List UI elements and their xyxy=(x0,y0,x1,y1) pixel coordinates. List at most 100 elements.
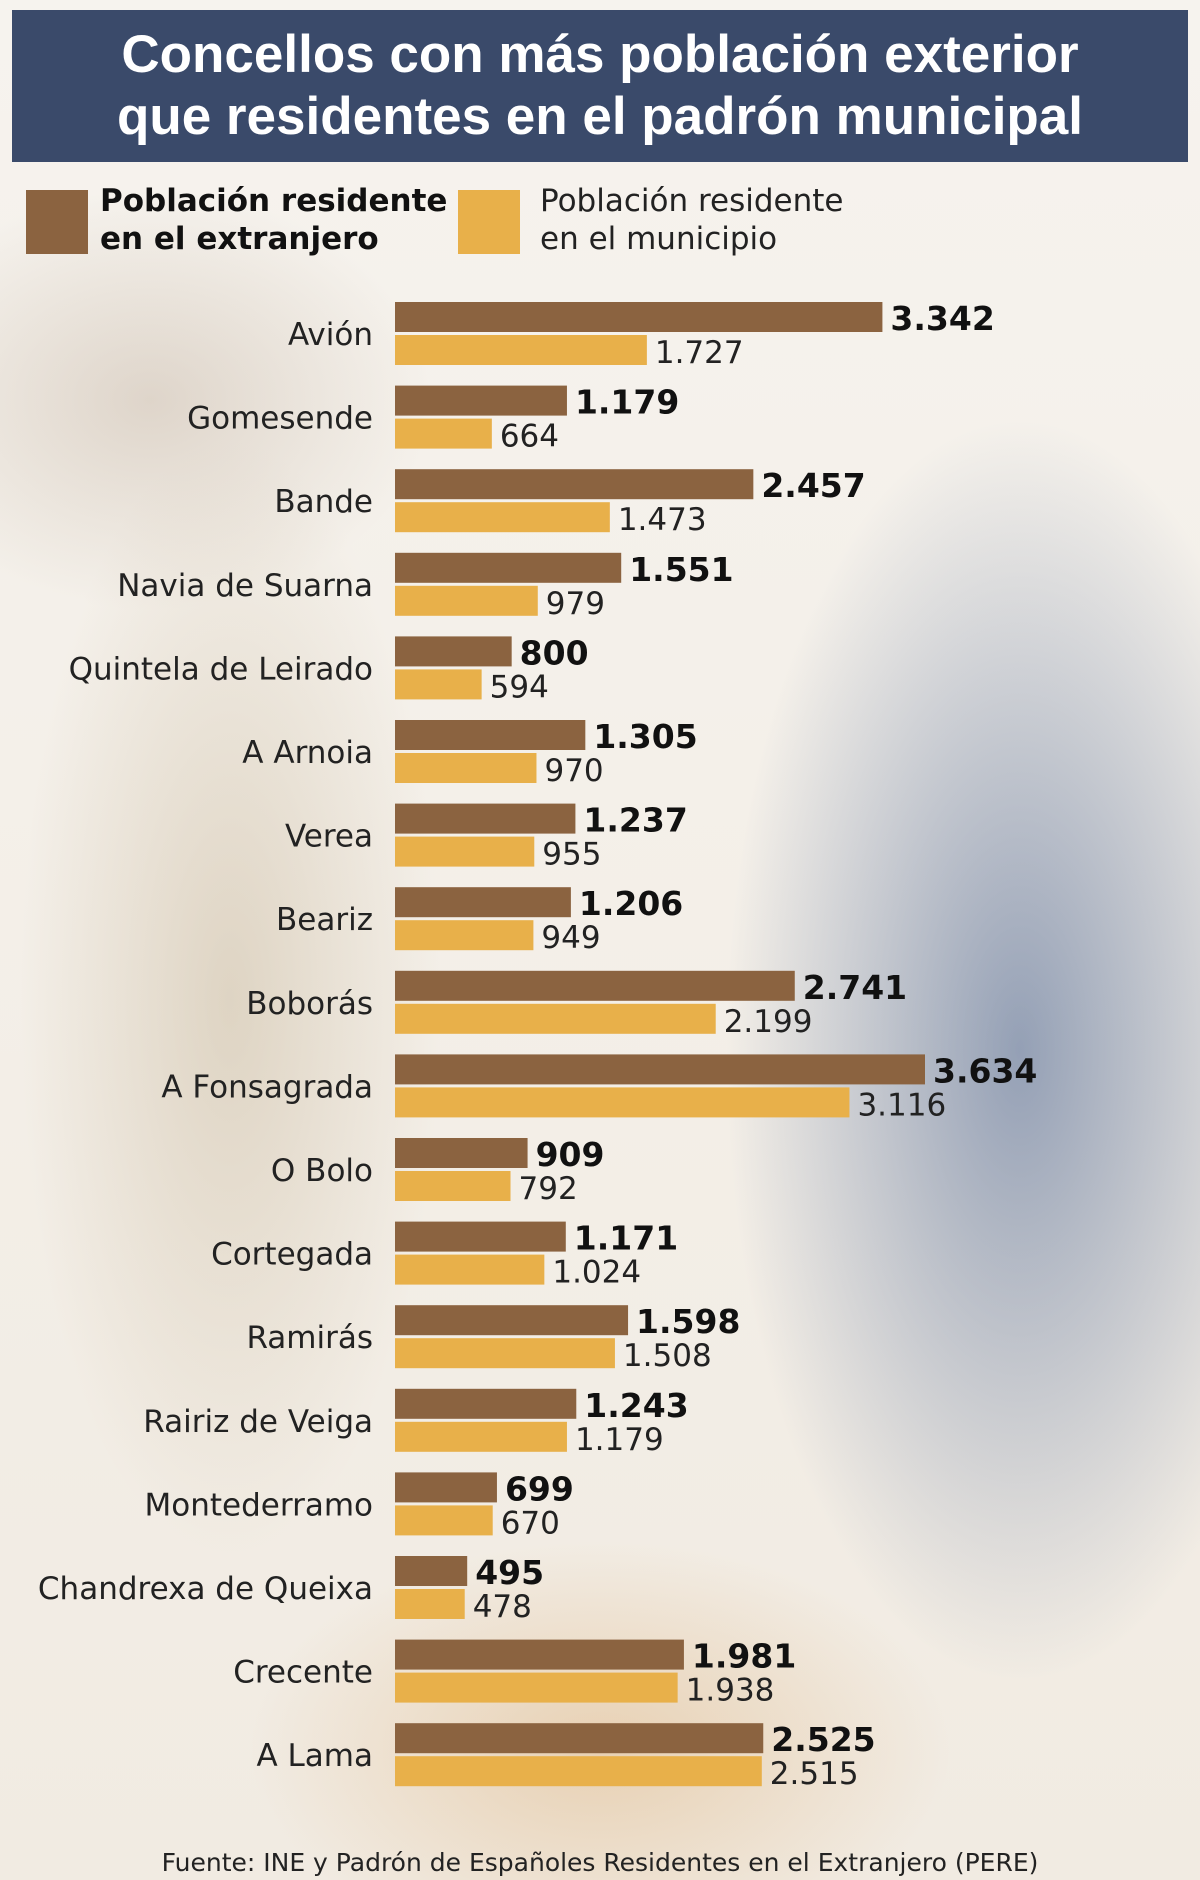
bar-residente xyxy=(395,502,610,533)
category-label: O Bolo xyxy=(271,1153,373,1189)
bar-exterior xyxy=(395,1388,577,1419)
category-label: Cortegada xyxy=(211,1237,373,1273)
category-label: Navia de Suarna xyxy=(117,568,373,604)
value-label-exterior: 1.206 xyxy=(579,884,683,923)
bar-exterior xyxy=(395,1472,497,1503)
bar-residente xyxy=(395,1003,716,1034)
bar-residente xyxy=(395,1505,493,1536)
title-line-2: que residentes en el padrón municipal xyxy=(116,87,1083,146)
category-label: A Fonsagrada xyxy=(161,1069,373,1105)
value-label-residente: 670 xyxy=(501,1505,560,1541)
bar-residente xyxy=(395,1756,762,1787)
category-label: Montederramo xyxy=(145,1487,373,1523)
value-label-residente: 1.508 xyxy=(623,1338,712,1374)
value-label-residente: 594 xyxy=(490,669,549,705)
category-label: Gomesende xyxy=(187,401,373,437)
bar-exterior xyxy=(395,302,883,332)
bar-exterior xyxy=(395,469,754,500)
category-label: Chandrexa de Queixa xyxy=(38,1571,373,1607)
value-label-residente: 1.938 xyxy=(686,1673,775,1709)
bar-residente xyxy=(395,1421,567,1452)
value-label-exterior: 1.171 xyxy=(574,1219,678,1258)
value-label-residente: 2.199 xyxy=(724,1004,813,1040)
value-label-residente: 970 xyxy=(544,753,603,789)
bar-residente xyxy=(395,1589,465,1619)
bar-exterior xyxy=(395,1221,566,1252)
value-label-residente: 792 xyxy=(519,1171,578,1207)
value-label-exterior: 3.634 xyxy=(933,1051,1037,1090)
bar-exterior xyxy=(395,1723,764,1754)
legend-swatch-residente xyxy=(458,190,520,254)
value-label-exterior: 800 xyxy=(520,633,589,672)
value-label-residente: 664 xyxy=(500,419,559,455)
category-label: A Lama xyxy=(256,1738,373,1774)
bar-residente xyxy=(395,585,538,616)
legend-label-residente-line-2: en el municipio xyxy=(540,221,778,257)
value-label-exterior: 1.243 xyxy=(584,1386,688,1425)
category-label: Ramirás xyxy=(246,1320,373,1356)
value-label-exterior: 1.551 xyxy=(629,550,733,589)
bar-exterior xyxy=(395,803,576,834)
value-label-residente: 1.024 xyxy=(552,1255,641,1291)
value-label-residente: 949 xyxy=(541,920,600,956)
value-label-exterior: 2.525 xyxy=(771,1720,875,1759)
chart-title: Concellos con más población exterior que… xyxy=(12,24,1188,148)
bar-exterior xyxy=(395,1305,629,1336)
bar-residente xyxy=(395,1672,678,1703)
bar-residente xyxy=(395,753,537,783)
value-label-exterior: 909 xyxy=(536,1135,605,1174)
value-label-residente: 3.116 xyxy=(857,1087,946,1123)
value-label-residente: 979 xyxy=(546,586,605,622)
bar-exterior xyxy=(395,720,586,750)
value-label-residente: 1.179 xyxy=(575,1422,664,1458)
category-label: Crecente xyxy=(233,1655,373,1691)
legend-label-exterior: Población residente en el extranjero xyxy=(100,182,447,258)
bar-exterior xyxy=(395,636,512,667)
bar-exterior xyxy=(395,1054,925,1085)
bar-residente xyxy=(395,920,534,951)
category-label: Bande xyxy=(274,484,373,520)
bar-exterior xyxy=(395,1138,528,1168)
value-label-residente: 955 xyxy=(542,837,601,873)
category-label: Beariz xyxy=(276,902,373,938)
category-label: Quintela de Leirado xyxy=(69,651,373,687)
category-label: Rairiz de Veiga xyxy=(143,1404,373,1440)
bar-residente xyxy=(395,1254,545,1285)
value-label-exterior: 699 xyxy=(505,1469,574,1508)
bar-residente xyxy=(395,1338,615,1369)
value-label-exterior: 2.741 xyxy=(803,968,907,1007)
legend-label-exterior-line-1: Población residente xyxy=(100,183,448,219)
bar-exterior xyxy=(395,1556,468,1586)
title-line-1: Concellos con más población exterior xyxy=(121,25,1079,84)
bar-exterior xyxy=(395,1639,684,1670)
bar-residente xyxy=(395,418,492,449)
value-label-exterior: 2.457 xyxy=(761,466,865,505)
bar-residente xyxy=(395,1087,850,1118)
category-label: Verea xyxy=(285,819,373,855)
bar-residente xyxy=(395,669,482,700)
value-label-exterior: 1.981 xyxy=(692,1637,796,1676)
value-label-residente: 2.515 xyxy=(770,1756,859,1792)
value-label-residente: 1.727 xyxy=(655,335,744,371)
bar-exterior xyxy=(395,887,571,918)
bar-exterior xyxy=(395,385,567,416)
title-band: Concellos con más población exterior que… xyxy=(12,10,1188,162)
value-label-exterior: 495 xyxy=(475,1553,544,1592)
category-label: A Arnoia xyxy=(242,735,373,771)
source-note: Fuente: INE y Padrón de Españoles Reside… xyxy=(161,1848,1039,1877)
value-label-exterior: 1.179 xyxy=(575,383,679,422)
value-label-exterior: 1.598 xyxy=(636,1302,740,1341)
value-label-exterior: 1.305 xyxy=(593,717,697,756)
value-label-residente: 478 xyxy=(473,1589,532,1625)
bar-residente xyxy=(395,1171,511,1201)
category-label: Avión xyxy=(288,317,373,353)
bar-exterior xyxy=(395,552,622,583)
legend-swatch-exterior xyxy=(26,190,88,254)
bar-residente xyxy=(395,836,535,867)
bar-exterior xyxy=(395,970,795,1001)
value-label-exterior: 3.342 xyxy=(890,299,994,338)
legend-label-exterior-line-2: en el extranjero xyxy=(100,221,379,257)
category-label: Boborás xyxy=(246,986,373,1022)
